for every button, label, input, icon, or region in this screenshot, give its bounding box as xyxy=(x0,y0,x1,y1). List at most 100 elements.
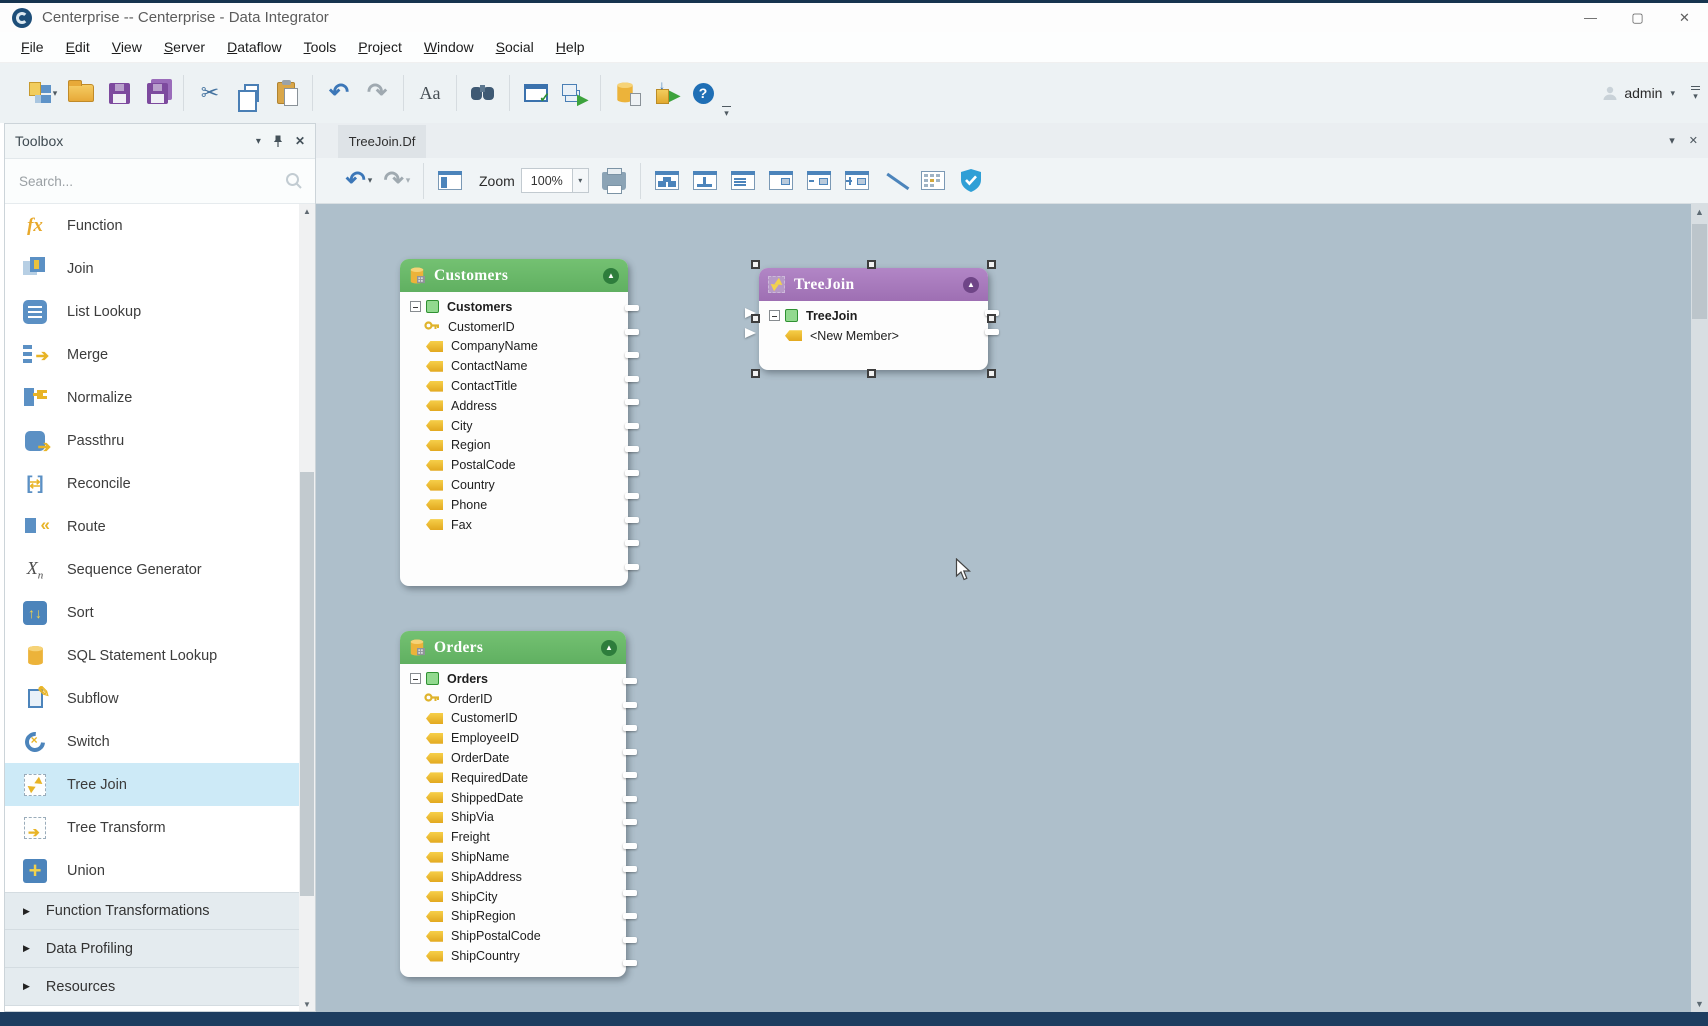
toolbox-scrollbar-thumb[interactable] xyxy=(300,472,314,896)
toolbox-item-list-lookup[interactable]: List Lookup xyxy=(5,290,299,333)
toolbox-item-sql-statement-lookup[interactable]: SQL Statement Lookup xyxy=(5,634,299,677)
toolbox-item-sequence-generator[interactable]: Xn Sequence Generator xyxy=(5,548,299,591)
tree-field-row[interactable]: Freight xyxy=(400,827,626,847)
toolbar-overflow-button[interactable]: ▾ xyxy=(722,105,731,119)
toolbox-item-route[interactable]: «Route xyxy=(5,505,299,548)
user-menu[interactable]: admin ▾ xyxy=(1602,85,1675,101)
tree-field-row[interactable]: EmployeeID xyxy=(400,728,626,748)
menu-server[interactable]: Server xyxy=(163,39,206,55)
undo-button[interactable]: ↶ xyxy=(322,73,356,113)
tree-root-row[interactable]: Orders xyxy=(400,669,626,689)
window-layout-button[interactable] xyxy=(433,161,467,201)
preview-button[interactable]: ✓ xyxy=(519,73,553,113)
toolbox-item-join[interactable]: Join xyxy=(5,247,299,290)
menu-tools[interactable]: Tools xyxy=(303,39,337,55)
toolbox-menu-button[interactable]: ▾ xyxy=(255,135,261,147)
toolbox-item-subflow[interactable]: ✎ Subflow xyxy=(5,677,299,720)
input-port[interactable] xyxy=(745,328,756,338)
print-button[interactable] xyxy=(597,161,631,201)
toolbox-item-switch[interactable]: Switch xyxy=(5,720,299,763)
tree-field-row[interactable]: Country xyxy=(400,475,628,495)
selection-handle[interactable] xyxy=(987,260,996,269)
selection-handle[interactable] xyxy=(867,369,876,378)
selection-handle[interactable] xyxy=(751,369,760,378)
tree-field-row[interactable]: OrderDate xyxy=(400,748,626,768)
tree-field-row[interactable]: CustomerID xyxy=(400,709,626,729)
expander-icon[interactable] xyxy=(410,301,421,313)
tree-root-row[interactable]: Customers xyxy=(400,297,628,317)
tree-field-row[interactable]: Address xyxy=(400,396,628,416)
toolbox-item-merge[interactable]: ➔ Merge xyxy=(5,333,299,376)
maximize-button[interactable]: ▢ xyxy=(1631,9,1644,25)
open-button[interactable] xyxy=(64,73,98,113)
copy-button[interactable] xyxy=(231,73,265,113)
menu-project[interactable]: Project xyxy=(358,39,402,55)
tree-field-row[interactable]: ShipAddress xyxy=(400,867,626,887)
cut-button[interactable]: ✂ xyxy=(193,73,227,113)
tree-field-row[interactable]: City xyxy=(400,416,628,436)
scroll-up-icon[interactable]: ▲ xyxy=(1695,207,1704,217)
menu-edit[interactable]: Edit xyxy=(65,39,90,55)
menu-social[interactable]: Social xyxy=(495,39,534,55)
paste-button[interactable] xyxy=(269,73,303,113)
document-list-button[interactable]: ▾ xyxy=(1669,135,1675,147)
tree-field-row[interactable]: Region xyxy=(400,436,628,456)
search-icon[interactable] xyxy=(285,172,303,190)
close-button[interactable]: ✕ xyxy=(1679,9,1690,25)
collapse-node-button[interactable]: ▲ xyxy=(603,267,619,284)
dataflow-canvas[interactable]: Customers ▲ Customers CustomerID Company… xyxy=(316,204,1691,1012)
output-ports[interactable] xyxy=(623,678,637,966)
scroll-down-icon[interactable]: ▼ xyxy=(303,999,311,1009)
category-data-profiling[interactable]: ▶ Data Profiling xyxy=(5,930,315,968)
database-browser-button[interactable] xyxy=(610,73,644,113)
canvas-undo-button[interactable]: ↶ ▾ xyxy=(345,166,373,194)
tree-field-row[interactable]: ContactName xyxy=(400,356,628,376)
selection-handle[interactable] xyxy=(867,260,876,269)
deploy-button[interactable]: ↓ ▶ xyxy=(648,73,682,113)
expander-icon[interactable] xyxy=(769,310,780,322)
new-dataflow-button[interactable]: ▾ xyxy=(26,73,60,113)
menu-file[interactable]: File xyxy=(21,39,44,55)
tab-treejoin-df[interactable]: TreeJoin.Df xyxy=(338,125,426,158)
float-window-button[interactable]: ✕ xyxy=(1688,135,1698,147)
font-button[interactable]: Aa xyxy=(413,73,447,113)
layout-grid-button[interactable] xyxy=(650,161,684,201)
tree-field-row[interactable]: CustomerID xyxy=(400,317,628,337)
toolbox-item-reconcile[interactable]: [⇄] Reconcile xyxy=(5,462,299,505)
help-button[interactable]: ? xyxy=(686,73,720,113)
toolbox-item-sort[interactable]: ↑↓ Sort xyxy=(5,591,299,634)
toolbox-item-passthru[interactable]: ➔ Passthru xyxy=(5,419,299,462)
category-resources[interactable]: ▶ Resources xyxy=(5,968,315,1006)
layout-tree-button[interactable] xyxy=(688,161,722,201)
tree-field-row[interactable]: ShipName xyxy=(400,847,626,867)
link-both-view-button[interactable] xyxy=(840,161,874,201)
output-ports[interactable] xyxy=(625,305,639,570)
tree-field-row[interactable]: PostalCode xyxy=(400,455,628,475)
expander-icon[interactable] xyxy=(410,673,421,685)
menu-window[interactable]: Window xyxy=(423,39,474,55)
redo-button[interactable]: ↷ xyxy=(360,73,394,113)
category-function-transformations[interactable]: ▶ Function Transformations xyxy=(5,892,315,930)
node-treejoin-header[interactable]: TreeJoin ▲ xyxy=(759,268,988,301)
selection-handle[interactable] xyxy=(987,369,996,378)
node-customers-header[interactable]: Customers ▲ xyxy=(400,259,628,292)
collapse-node-button[interactable]: ▲ xyxy=(601,639,617,656)
toolbox-scrollbar[interactable]: ▲ ▼ xyxy=(299,204,315,1011)
selection-handle[interactable] xyxy=(751,260,760,269)
menu-dataflow[interactable]: Dataflow xyxy=(227,39,282,55)
toolbox-item-function[interactable]: fx Function xyxy=(5,204,299,247)
node-treejoin[interactable]: TreeJoin ▲ TreeJoin <New Member> xyxy=(745,260,999,378)
node-orders[interactable]: Orders ▲ Orders OrderID CustomerID Emplo… xyxy=(400,631,637,977)
tree-field-row[interactable]: ShipPostalCode xyxy=(400,926,626,946)
scroll-down-icon[interactable]: ▼ xyxy=(1695,999,1704,1009)
output-ports[interactable] xyxy=(985,310,999,335)
toolbox-item-tree-join[interactable]: Tree Join xyxy=(5,763,299,806)
tree-field-row[interactable]: OrderID xyxy=(400,689,626,709)
tree-field-row[interactable]: Phone xyxy=(400,495,628,515)
find-button[interactable] xyxy=(466,73,500,113)
node-orders-header[interactable]: Orders ▲ xyxy=(400,631,626,664)
tree-field-row[interactable]: ShipVia xyxy=(400,808,626,828)
scroll-up-icon[interactable]: ▲ xyxy=(303,206,311,216)
tree-field-row[interactable]: <New Member> xyxy=(759,326,988,346)
preview-data-button[interactable] xyxy=(916,161,950,201)
